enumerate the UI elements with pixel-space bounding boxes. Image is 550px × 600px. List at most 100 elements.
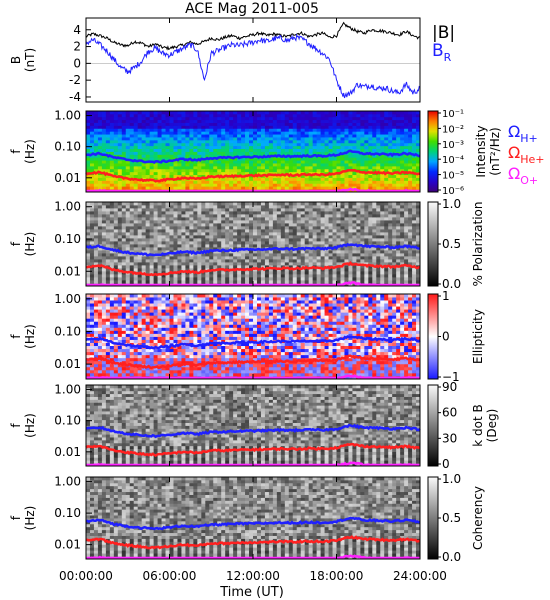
- heatmap-cell: [181, 142, 186, 147]
- heatmap-cell: [173, 171, 178, 176]
- heatmap-cell: [193, 137, 198, 141]
- heatmap-cell: [408, 235, 413, 239]
- heatmap-cell: [201, 165, 206, 170]
- heatmap-cell: [408, 241, 413, 245]
- heatmap-cell: [149, 113, 154, 118]
- heatmap-cell: [280, 180, 286, 184]
- heatmap-cell: [300, 244, 306, 248]
- heatmap-cell: [356, 160, 361, 164]
- heatmap-cell: [189, 262, 194, 266]
- heatmap-cell: [344, 205, 349, 209]
- heatmap-cell: [300, 202, 306, 206]
- heatmap-cell: [217, 259, 222, 263]
- heatmap-cell: [276, 277, 282, 281]
- heatmap-cell: [141, 274, 147, 278]
- heatmap-cell: [237, 113, 242, 118]
- heatmap-cell: [97, 148, 103, 152]
- heatmap-cell: [316, 113, 321, 118]
- heatmap-cell: [284, 250, 290, 254]
- heatmap-cell: [400, 253, 405, 257]
- heatmap-cell: [205, 259, 210, 263]
- heatmap-cell: [368, 180, 373, 184]
- heatmap-cell: [233, 277, 238, 281]
- heatmap-cell: [312, 271, 318, 275]
- heatmap-cell: [149, 277, 154, 281]
- heatmap-cell: [344, 111, 349, 115]
- heatmap-cell: [161, 268, 166, 272]
- heatmap-cell: [332, 268, 337, 272]
- heatmap-cell: [157, 250, 162, 254]
- heatmap-cell: [93, 226, 99, 230]
- heatmap-cell: [145, 223, 151, 227]
- heatmap-cell: [396, 271, 401, 275]
- heatmap-cell: [288, 145, 294, 149]
- heatmap-cell: [360, 148, 365, 152]
- heatmap-cell: [352, 131, 357, 135]
- heatmap-cell: [125, 211, 131, 215]
- heatmap-cell: [396, 163, 401, 167]
- heatmap-cell: [213, 168, 218, 173]
- heatmap-cell: [300, 211, 306, 215]
- heatmap-cell: [280, 262, 286, 266]
- heatmap-cell: [404, 241, 409, 245]
- heatmap-cell: [129, 128, 135, 132]
- heatmap-cell: [412, 165, 417, 170]
- heatmap-cell: [308, 259, 314, 263]
- heatmap-cell: [89, 247, 95, 251]
- heatmap-cell: [89, 235, 95, 239]
- heatmap-cell: [133, 163, 139, 167]
- heatmap-cell: [304, 226, 310, 230]
- heatmap-cell: [328, 165, 333, 170]
- heatmap-cell: [245, 125, 250, 129]
- heatmap-cell: [328, 148, 333, 152]
- heatmap-cell: [296, 165, 302, 170]
- heatmap-cell: [177, 163, 182, 167]
- heatmap-cell: [416, 253, 421, 257]
- heatmap-cell: [308, 229, 314, 233]
- heatmap-cell: [368, 226, 373, 230]
- heatmap-cell: [308, 111, 314, 115]
- heatmap-cell: [133, 247, 139, 251]
- heatmap-cell: [213, 139, 218, 144]
- heatmap-cell: [205, 171, 210, 176]
- heatmap-cell: [312, 244, 318, 248]
- heatmap-cell: [412, 211, 417, 215]
- heatmap-cell: [356, 280, 361, 284]
- heatmap-cell: [245, 214, 250, 218]
- heatmap-cell: [312, 145, 318, 149]
- heatmap-cell: [101, 217, 107, 221]
- heatmap-cell: [197, 180, 202, 184]
- heatmap-cell: [209, 128, 214, 132]
- heatmap-cell: [189, 259, 194, 263]
- heatmap-cell: [348, 259, 353, 263]
- heatmap-cell: [105, 137, 111, 141]
- heatmap-cell: [193, 168, 198, 173]
- heatmap-cell: [237, 165, 242, 170]
- heatmap-cell: [268, 232, 274, 236]
- heatmap-cell: [193, 205, 198, 209]
- heatmap-cell: [280, 131, 286, 135]
- heatmap-cell: [97, 280, 103, 284]
- heatmap-cell: [173, 111, 178, 115]
- heatmap-cell: [149, 154, 154, 158]
- heatmap-cell: [256, 163, 262, 167]
- heatmap-cell: [141, 238, 147, 242]
- heatmap-cell: [153, 119, 158, 123]
- heatmap-cell: [173, 372, 178, 377]
- heatmap-cell: [416, 160, 421, 164]
- heatmap-cell: [145, 271, 151, 275]
- heatmap-cell: [161, 256, 166, 260]
- heatmap-cell: [324, 171, 329, 176]
- heatmap-cell: [141, 174, 147, 178]
- heatmap-cell: [173, 128, 178, 132]
- heatmap-cell: [316, 217, 321, 221]
- heatmap-cell: [288, 134, 294, 138]
- heatmap-cell: [256, 122, 262, 126]
- heatmap-cell: [245, 142, 250, 147]
- heatmap-cell: [256, 125, 262, 129]
- heatmap-cell: [304, 186, 310, 190]
- heatmap-cell: [388, 160, 393, 164]
- heatmap-cell: [245, 235, 250, 239]
- heatmap-cell: [157, 244, 162, 248]
- heatmap-cell: [213, 211, 218, 215]
